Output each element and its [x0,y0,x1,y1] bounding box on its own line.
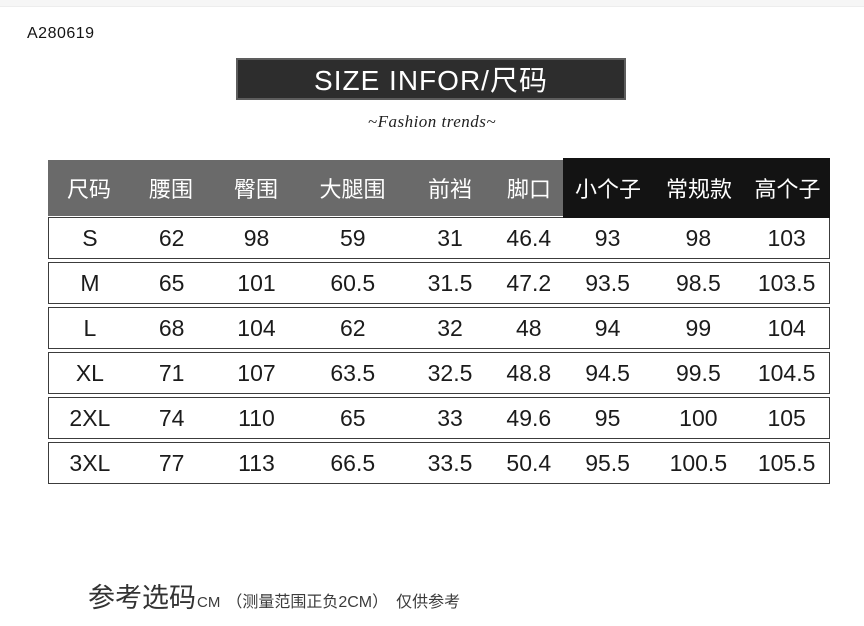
table-cell: 110 [238,404,275,431]
table-cell: 98 [685,224,712,251]
note-detail: （测量范围正负2CM） [226,594,389,611]
table-cell: 104 [767,314,806,341]
size-label-cell: S [82,224,98,251]
table-cell: 32 [437,314,463,341]
table-cell: 31 [437,224,463,251]
header-cell-8: 高个子 [745,158,830,218]
table-cell: 46.4 [506,224,552,251]
table-cell: 100.5 [669,449,728,476]
reference-note: 参考选码 CM （测量范围正负2CM） 仅供参考 [88,576,460,615]
size-info-banner: SIZE INFOR/尺码 [236,58,626,100]
table-cell: 93.5 [585,269,630,296]
size-table-body: S 62 98 59 31 46.4 93 98 103 M 65 101 60.5 31.5 47.2 93… [48,217,830,484]
table-cell: 31.5 [427,269,473,296]
table-cell: 95.5 [585,449,630,476]
table-cell: 98.5 [675,269,721,296]
table-cell: 93 [594,224,621,251]
table-cell: 71 [158,359,185,386]
header-cell-1: 腰围 [130,160,212,216]
table-cell: 104.5 [757,359,816,386]
table-cell: 103 [767,224,806,251]
table-cell: 48 [515,314,542,341]
table-cell: 33 [437,404,463,431]
table-cell: 32.5 [427,359,473,386]
header-cell-6: 小个子 [563,158,653,218]
table-cell: 100 [679,404,718,431]
note-unit: CM [197,594,221,611]
size-label-cell: 3XL [69,449,111,476]
header-cell-2: 臀围 [212,160,300,216]
table-cell: 62 [339,314,366,341]
size-label-cell: L [83,314,97,341]
table-cell: 95 [594,404,621,431]
table-cell: 59 [339,224,366,251]
table-row: M 65 101 60.5 31.5 47.2 93.5 98.5 103.5 [48,262,830,304]
table-cell: 48.8 [506,359,552,386]
table-cell: 113 [238,449,275,476]
table-cell: 65 [158,269,185,296]
table-cell: 60.5 [330,269,376,296]
table-row: 3XL 77 113 66.5 33.5 50.4 95.5 100.5 105.5 [48,442,830,484]
table-cell: 94 [594,314,621,341]
table-row: S 62 98 59 31 46.4 93 98 103 [48,217,830,259]
table-cell: 94.5 [585,359,630,386]
table-cell: 68 [158,314,185,341]
table-cell: 103.5 [757,269,816,296]
note-extra: 仅供参考 [396,594,461,611]
table-cell: 33.5 [427,449,473,476]
table-cell: 62 [158,224,185,251]
size-table: 尺码 腰围 臀围 大腿围 前裆 脚口 小个子 常规款 高个子 S 62 98 59 31 46.4 93 98… [48,158,830,487]
table-row: L 68 104 62 32 48 94 99 104 [48,307,830,349]
note-main: 参考选码 [88,583,196,613]
size-table-header: 尺码 腰围 臀围 大腿围 前裆 脚口 小个子 常规款 高个子 [48,158,830,218]
table-cell: 99 [685,314,712,341]
table-cell: 49.6 [506,404,552,431]
table-cell: 101 [237,269,276,296]
table-cell: 63.5 [330,359,376,386]
size-label-cell: M [80,269,100,296]
table-cell: 77 [158,449,185,476]
top-strip [0,0,864,7]
fashion-trends-subtitle: ~Fashion trends~ [367,112,497,131]
table-cell: 50.4 [506,449,552,476]
header-cell-0: 尺码 [48,160,130,216]
header-cell-7: 常规款 [653,158,745,218]
table-row: XL 71 107 63.5 32.5 48.8 94.5 99.5 104.5 [48,352,830,394]
header-cell-3: 大腿围 [300,160,405,216]
table-row: 2XL 74 110 65 33 49.6 95 100 105 [48,397,830,439]
table-cell: 105.5 [757,449,816,476]
size-label-cell: XL [75,359,104,386]
table-cell: 65 [339,404,366,431]
table-cell: 104 [237,314,276,341]
table-cell: 66.5 [330,449,376,476]
table-cell: 47.2 [506,269,552,296]
table-cell: 105 [767,404,806,431]
product-code: A280619 [27,25,95,42]
table-cell: 99.5 [675,359,721,386]
header-cell-5: 脚口 [495,160,563,216]
table-cell: 74 [158,404,185,431]
size-label-cell: 2XL [69,404,111,431]
table-cell: 98 [243,224,270,251]
header-cell-4: 前裆 [405,160,495,216]
banner-title: SIZE INFOR/尺码 [314,65,548,96]
table-cell: 107 [237,359,276,386]
